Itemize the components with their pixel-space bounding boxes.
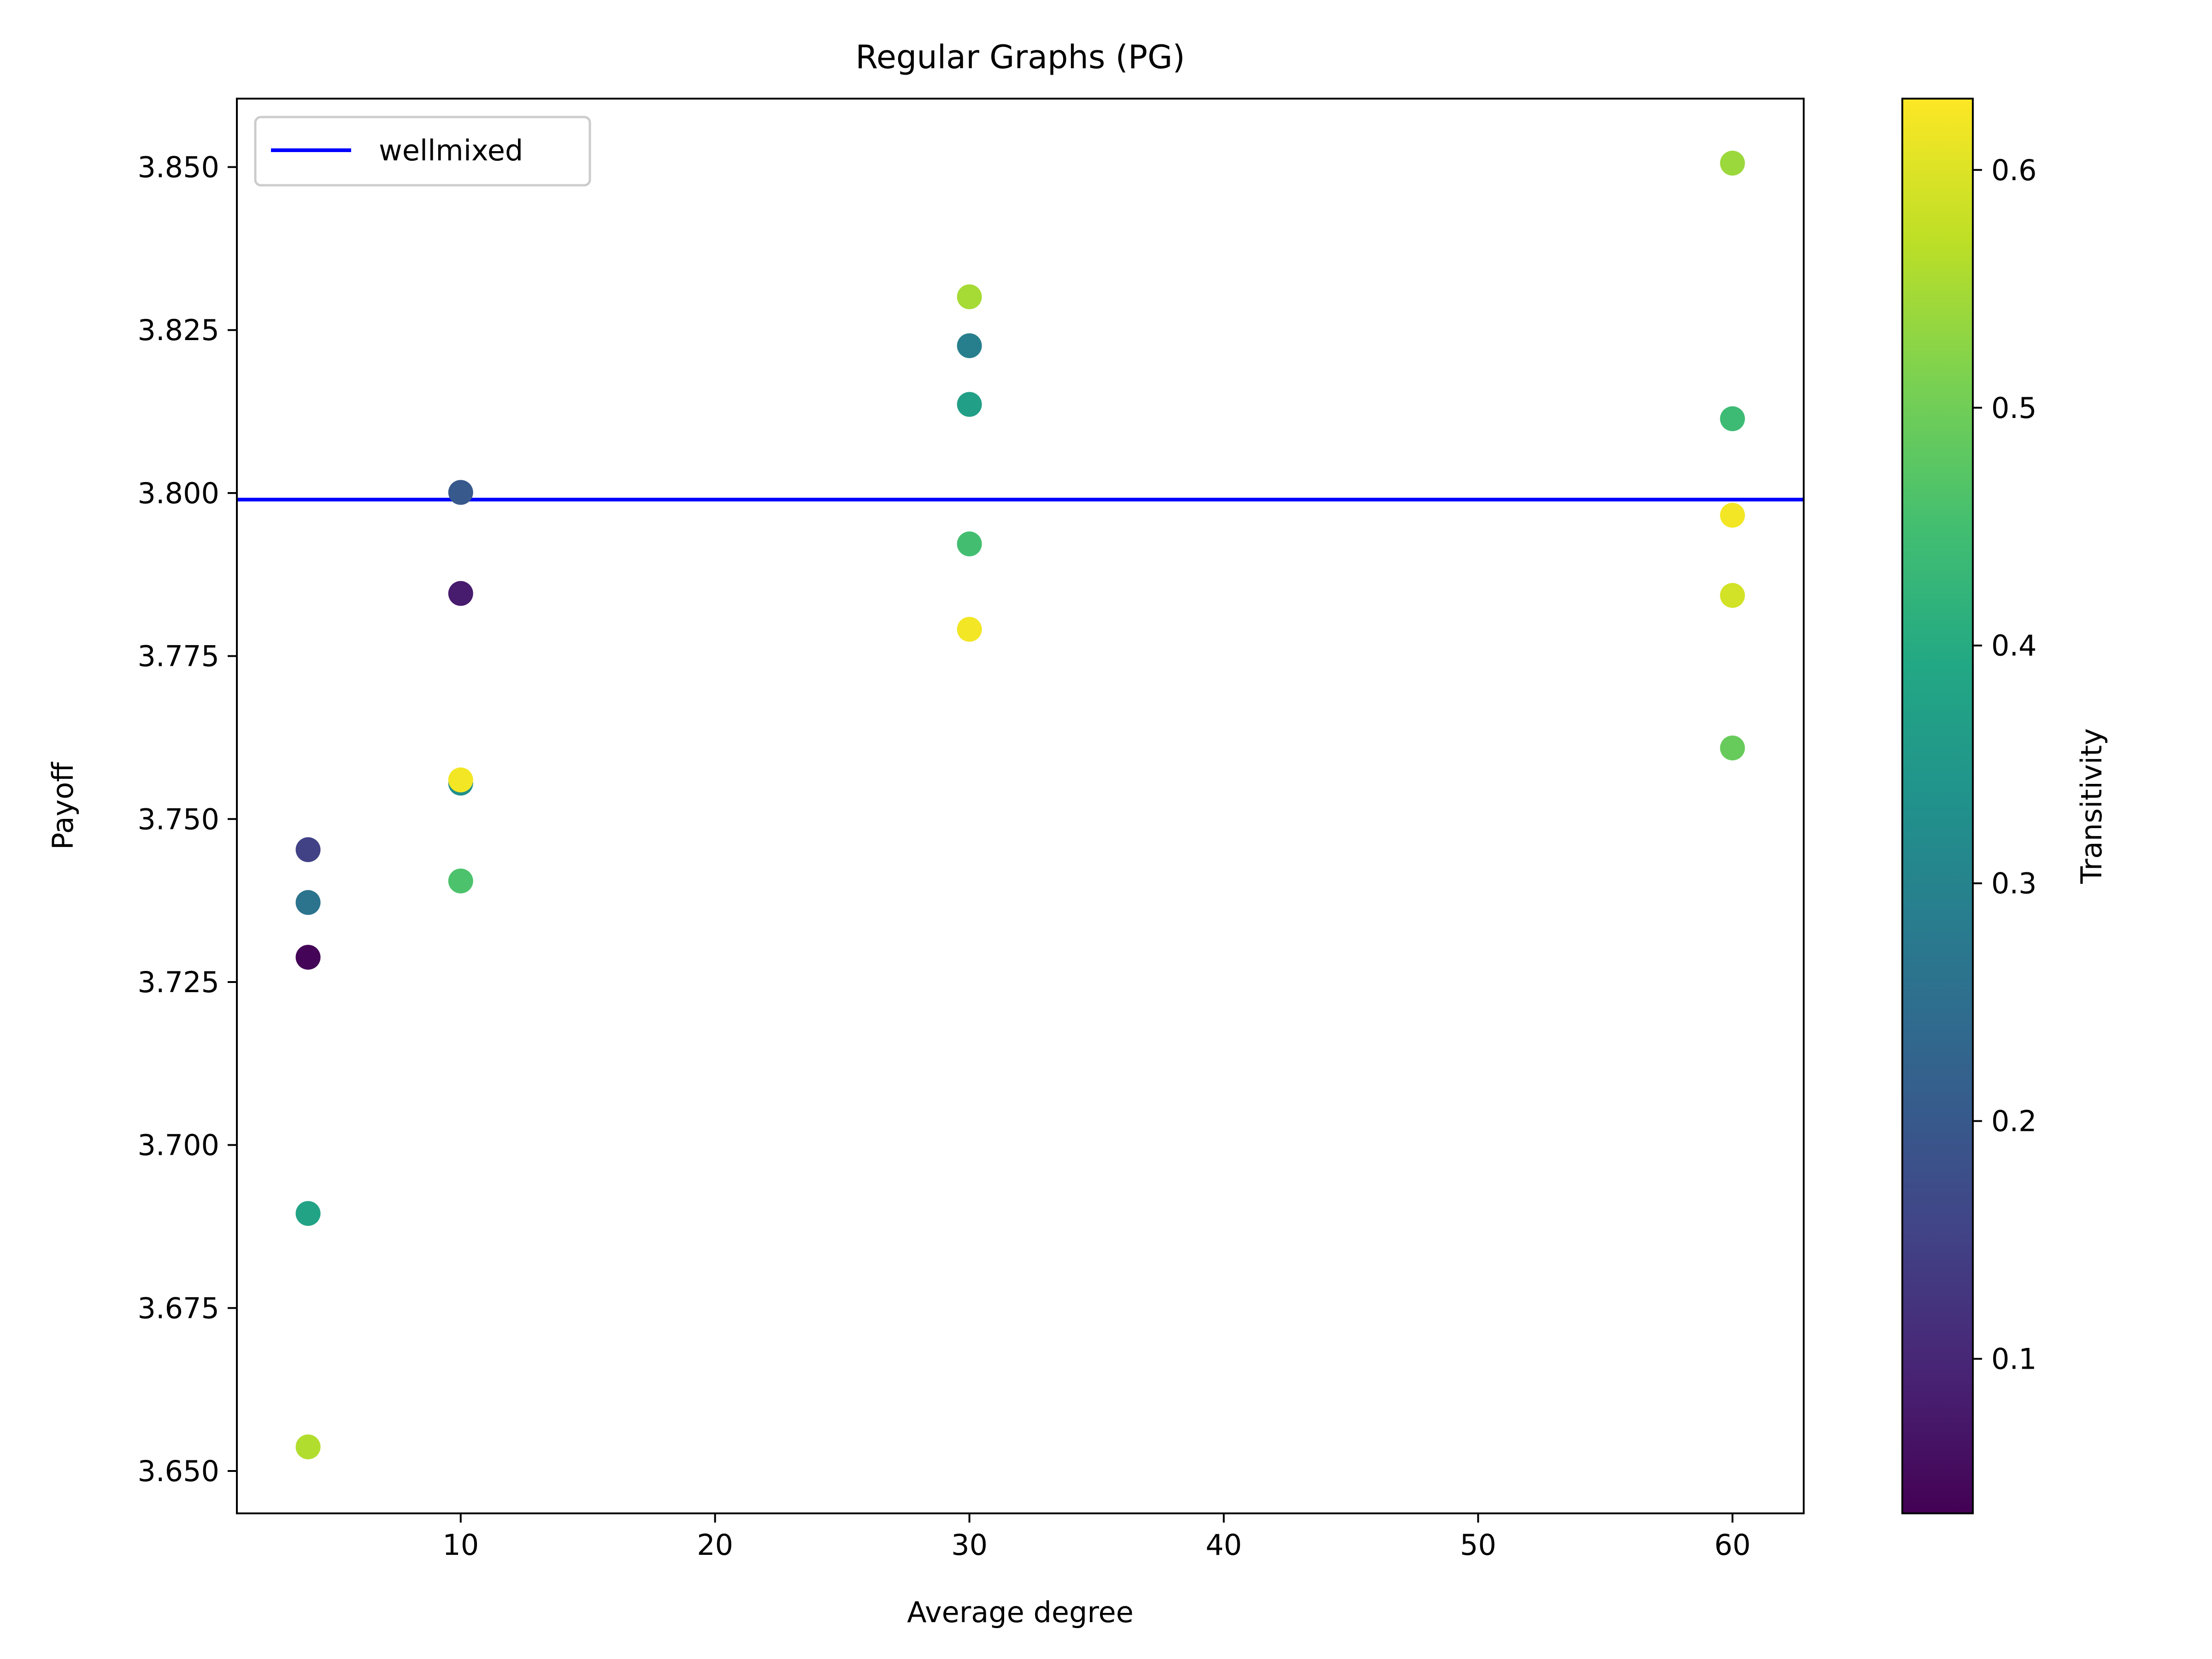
scatter-point <box>1720 735 1745 761</box>
scatter-point <box>957 392 982 417</box>
scatter-point <box>448 581 473 606</box>
scatter-point <box>957 284 982 310</box>
y-tick-label: 3.675 <box>138 1291 220 1325</box>
colorbar-tick-label: 0.1 <box>1991 1342 2037 1376</box>
scatter-point <box>957 531 982 557</box>
y-tick-label: 3.700 <box>138 1129 220 1162</box>
colorbar-tick-label: 0.5 <box>1991 391 2037 425</box>
scatter-point <box>448 868 473 894</box>
scatter-point <box>295 1201 321 1226</box>
y-tick-label: 3.775 <box>138 640 220 673</box>
y-tick-label: 3.750 <box>138 802 220 836</box>
y-axis-label: Payoff <box>46 762 80 850</box>
colorbar: 0.1 0.2 0.3 0.4 0.5 0.6 Transitivity <box>1901 98 2108 1514</box>
x-axis-ticks: 10 20 30 40 50 60 <box>442 1513 1751 1562</box>
y-tick-label: 3.850 <box>138 151 220 184</box>
legend-entry-wellmixed: wellmixed <box>379 134 523 167</box>
x-tick-label: 60 <box>1714 1528 1751 1562</box>
y-tick-label: 3.825 <box>138 313 220 347</box>
scatter-point <box>295 1434 321 1459</box>
legend: wellmixed <box>254 116 591 187</box>
colorbar-label: Transitivity <box>2075 728 2108 884</box>
scatter-point <box>295 945 321 970</box>
colorbar-tick-label: 0.2 <box>1991 1105 2037 1138</box>
y-tick-label: 3.725 <box>138 965 220 999</box>
y-tick-label: 3.800 <box>138 477 220 510</box>
scatter-point <box>957 333 982 359</box>
scatter-point <box>1720 503 1745 528</box>
legend-box <box>254 116 591 187</box>
plot-frame <box>236 98 1805 1514</box>
x-tick-label: 30 <box>951 1528 988 1562</box>
x-tick-label: 40 <box>1206 1528 1242 1562</box>
x-axis-label: Average degree <box>907 1595 1134 1629</box>
scatter-point <box>1720 583 1745 608</box>
scatter-point <box>295 890 321 915</box>
scatter-point <box>448 767 473 793</box>
y-tick-label: 3.650 <box>138 1454 220 1488</box>
scatter-point <box>295 837 321 862</box>
plot-content <box>237 151 1804 1459</box>
scatter-point <box>448 480 473 505</box>
scatter-point <box>1720 151 1745 176</box>
colorbar-ticks: 0.1 0.2 0.3 0.4 0.5 0.6 <box>1973 153 2037 1376</box>
colorbar-gradient <box>1901 98 1974 1514</box>
colorbar-tick-label: 0.4 <box>1991 629 2037 663</box>
scatter-point <box>1720 406 1745 431</box>
y-axis-ticks: 3.650 3.675 3.700 3.725 3.750 3.775 3.800 3.825… <box>138 151 237 1488</box>
x-tick-label: 20 <box>697 1528 733 1562</box>
colorbar-tick-label: 0.3 <box>1991 867 2037 900</box>
x-tick-label: 50 <box>1460 1528 1496 1562</box>
scatter-points <box>295 151 1745 1459</box>
scatter-point <box>957 617 982 642</box>
colorbar-tick-label: 0.6 <box>1991 153 2037 187</box>
x-tick-label: 10 <box>442 1528 479 1562</box>
chart-title: Regular Graphs (PG) <box>855 38 1185 76</box>
